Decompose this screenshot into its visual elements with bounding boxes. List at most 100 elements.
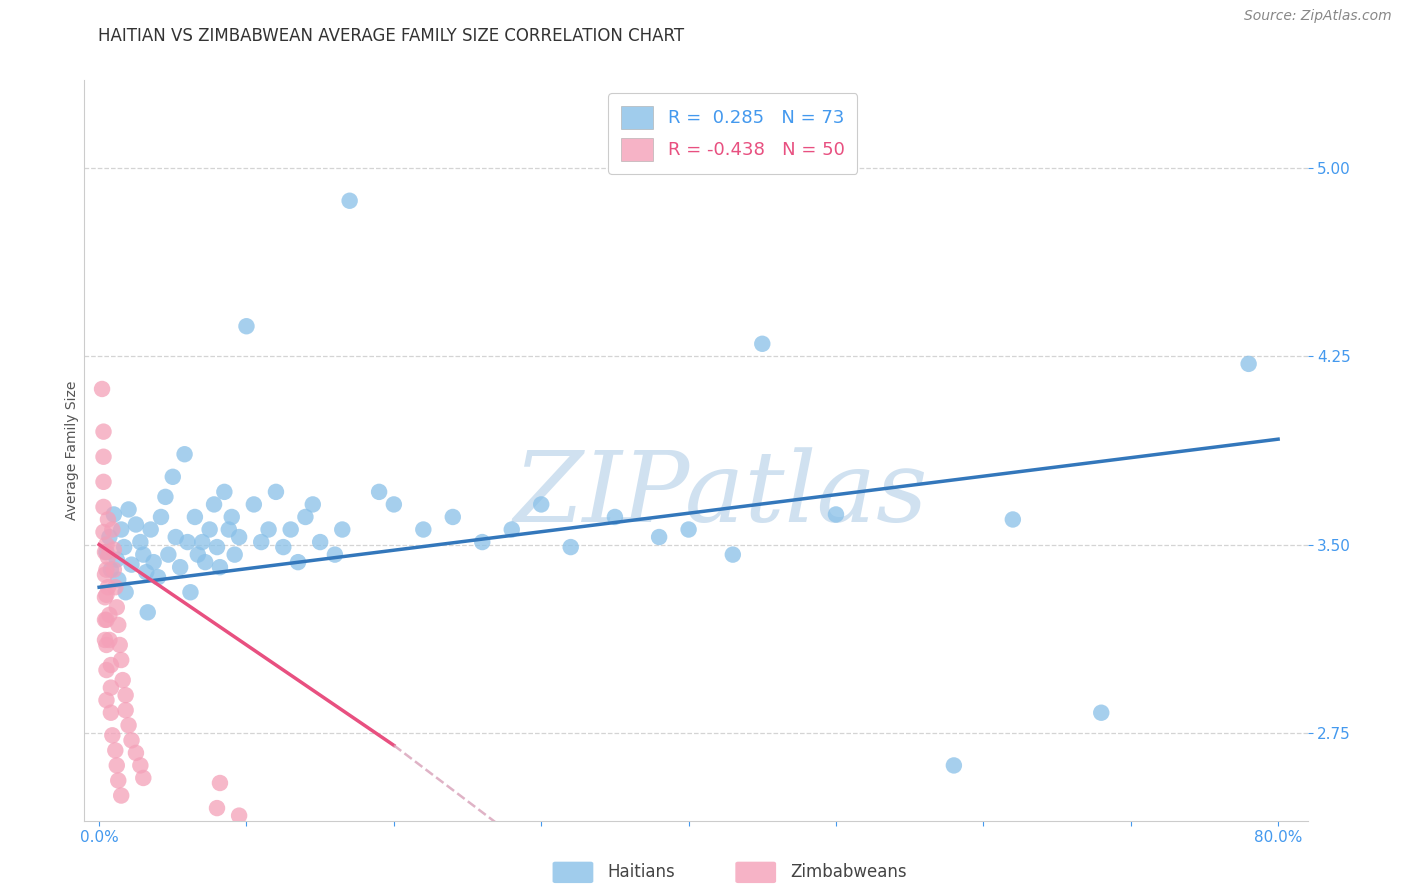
Point: [94, 591, 117, 605]
Point: [114, 585, 136, 599]
Point: [368, 484, 391, 499]
Point: [93, 425, 115, 439]
Point: [150, 510, 173, 524]
Point: [162, 470, 184, 484]
Point: [135, 565, 157, 579]
Point: [202, 497, 225, 511]
Point: [205, 540, 228, 554]
Point: [339, 194, 361, 208]
Point: [187, 548, 209, 562]
Y-axis label: Average Family Size: Average Family Size: [65, 381, 79, 520]
Point: [146, 570, 169, 584]
Point: [179, 585, 201, 599]
Point: [101, 523, 124, 537]
Point: [114, 703, 136, 717]
Point: [264, 484, 287, 499]
Point: [103, 508, 125, 522]
Point: [214, 484, 236, 499]
Point: [751, 336, 773, 351]
Point: [96, 663, 118, 677]
Point: [117, 718, 139, 732]
Point: [191, 535, 214, 549]
Point: [93, 450, 115, 464]
Point: [721, 548, 744, 562]
Point: [165, 530, 187, 544]
Point: [250, 535, 273, 549]
Point: [243, 497, 266, 511]
Point: [93, 475, 115, 489]
Point: [942, 758, 965, 772]
Point: [273, 540, 295, 554]
Point: [100, 706, 122, 720]
Point: [96, 613, 118, 627]
Text: HAITIAN VS ZIMBABWEAN AVERAGE FAMILY SIZE CORRELATION CHART: HAITIAN VS ZIMBABWEAN AVERAGE FAMILY SIZ…: [98, 27, 685, 45]
Point: [257, 523, 280, 537]
Point: [157, 548, 180, 562]
Point: [108, 638, 131, 652]
Point: [105, 600, 128, 615]
Point: [105, 552, 128, 566]
Point: [96, 545, 118, 559]
Point: [218, 523, 240, 537]
Point: [132, 548, 155, 562]
Point: [155, 490, 177, 504]
Point: [382, 497, 405, 511]
Point: [125, 517, 148, 532]
Point: [107, 573, 129, 587]
Point: [96, 693, 118, 707]
Point: [323, 548, 346, 562]
Point: [441, 510, 464, 524]
Point: [1237, 357, 1260, 371]
Point: [560, 540, 582, 554]
Point: [101, 728, 124, 742]
Point: [530, 497, 553, 511]
Point: [129, 758, 152, 772]
Point: [825, 508, 848, 522]
Point: [169, 560, 191, 574]
Point: [224, 548, 246, 562]
Point: [94, 567, 117, 582]
Point: [194, 555, 217, 569]
Point: [121, 558, 143, 572]
Point: [96, 538, 118, 552]
Point: [228, 808, 250, 822]
Point: [112, 540, 135, 554]
Point: [205, 801, 228, 815]
Point: [96, 638, 118, 652]
Point: [121, 733, 143, 747]
Point: [98, 530, 121, 544]
Point: [103, 542, 125, 557]
Point: [280, 523, 302, 537]
Point: [100, 563, 122, 577]
Point: [603, 510, 626, 524]
Point: [501, 523, 523, 537]
Point: [136, 605, 159, 619]
Point: [100, 658, 122, 673]
Text: ZIPatlas: ZIPatlas: [513, 447, 928, 542]
Point: [114, 688, 136, 702]
Point: [330, 523, 353, 537]
Point: [110, 523, 132, 537]
Point: [1090, 706, 1112, 720]
Text: Haitians: Haitians: [607, 863, 675, 881]
Point: [198, 523, 221, 537]
Point: [228, 530, 250, 544]
Text: Source: ZipAtlas.com: Source: ZipAtlas.com: [1244, 9, 1392, 23]
Point: [103, 563, 125, 577]
Point: [117, 502, 139, 516]
Point: [110, 789, 132, 803]
Point: [110, 653, 132, 667]
Point: [97, 580, 120, 594]
Point: [111, 673, 134, 687]
Point: [142, 555, 165, 569]
Point: [104, 580, 127, 594]
Point: [93, 524, 115, 539]
Point: [184, 510, 207, 524]
Point: [129, 535, 152, 549]
Point: [96, 563, 118, 577]
Point: [98, 632, 121, 647]
Point: [91, 382, 114, 396]
Point: [107, 773, 129, 788]
Point: [412, 523, 434, 537]
Point: [105, 758, 128, 772]
